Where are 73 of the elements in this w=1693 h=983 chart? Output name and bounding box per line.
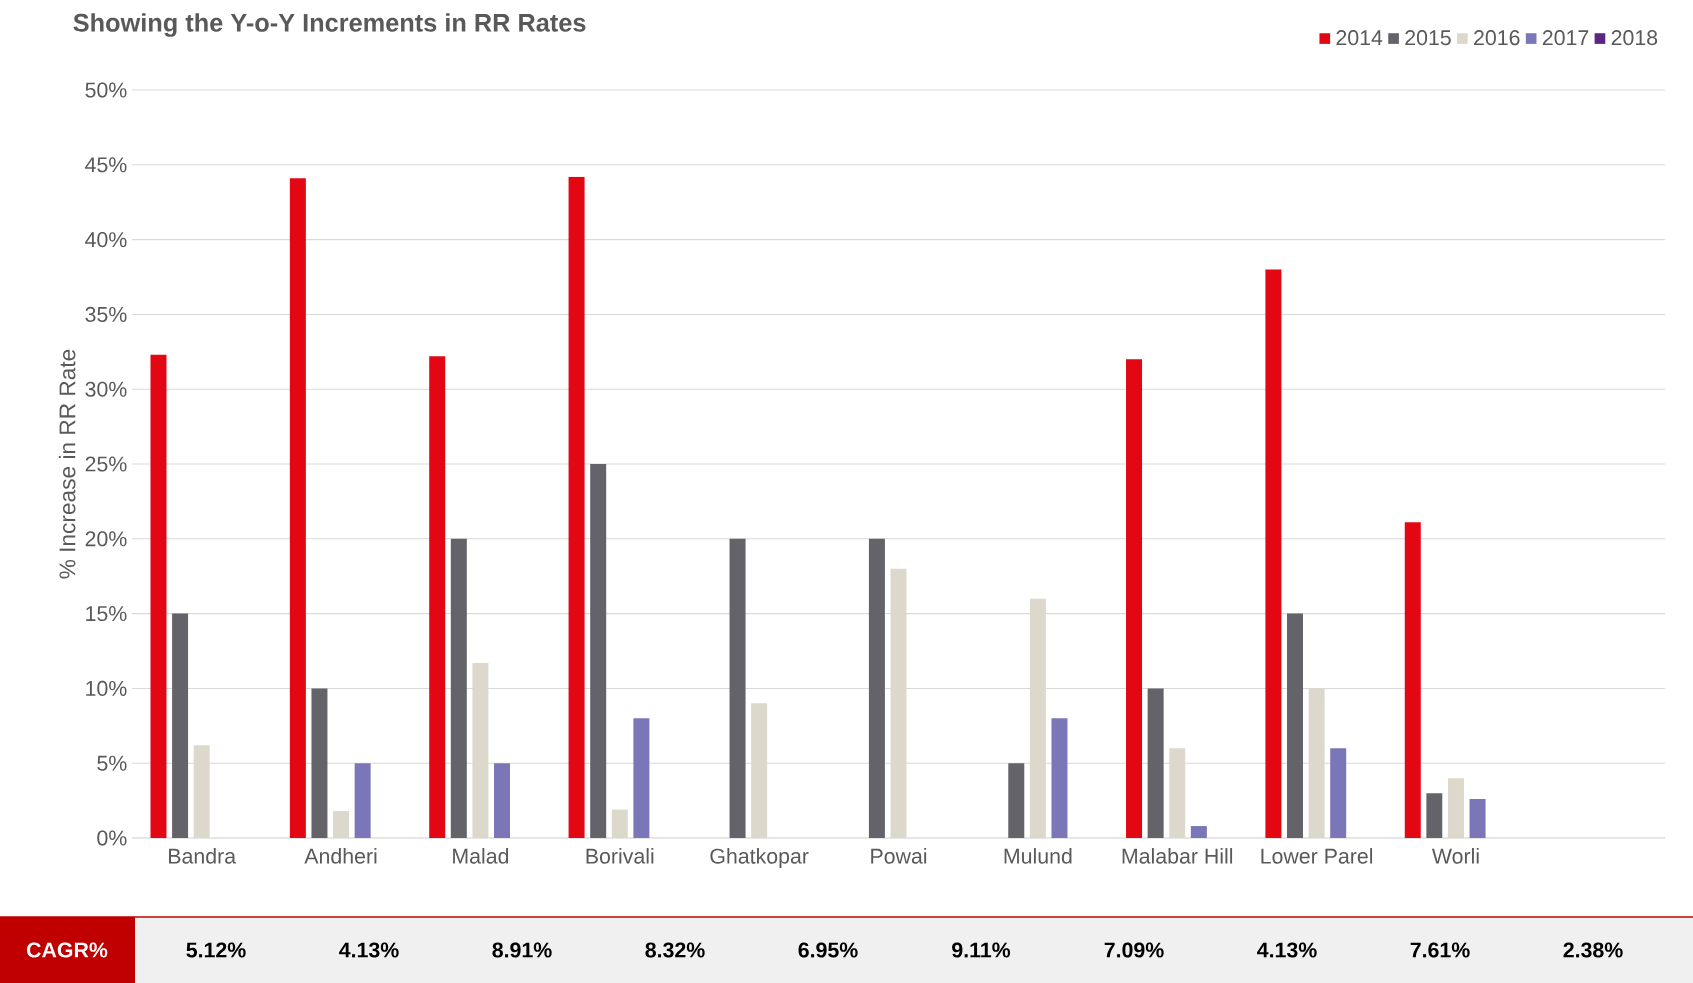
bar bbox=[1426, 793, 1443, 839]
bar bbox=[611, 809, 628, 839]
bar bbox=[1330, 748, 1347, 839]
bar bbox=[1447, 778, 1464, 839]
y-tick-label: 35% bbox=[85, 306, 127, 322]
text: 7.61% bbox=[1410, 942, 1470, 958]
bar bbox=[429, 356, 446, 839]
text: 2.38% bbox=[1563, 942, 1623, 958]
bar bbox=[1126, 359, 1143, 839]
x-tick-label: Borivali bbox=[586, 848, 654, 864]
bar bbox=[311, 688, 328, 839]
bar bbox=[890, 568, 907, 839]
bar bbox=[494, 763, 511, 839]
y-tick-label: 20% bbox=[85, 531, 127, 547]
bar bbox=[333, 811, 350, 839]
y-tick-label: 10% bbox=[86, 680, 127, 696]
bar bbox=[751, 703, 768, 839]
bar bbox=[633, 718, 650, 839]
x-tick-label: Lower Parel bbox=[1261, 848, 1373, 864]
bar bbox=[354, 763, 371, 839]
y-tick-label: 15% bbox=[86, 606, 127, 622]
bar bbox=[1287, 613, 1303, 839]
bar bbox=[1308, 688, 1325, 839]
y-tick-label: 50% bbox=[85, 82, 127, 98]
bar bbox=[450, 538, 467, 839]
x-tick-label: Mulund bbox=[1004, 848, 1072, 864]
y-tick-label: 5% bbox=[97, 755, 127, 771]
x-tick-label: Worli bbox=[1431, 848, 1479, 864]
legend-label: 2016 bbox=[1474, 30, 1520, 46]
bar bbox=[590, 464, 607, 839]
chart-title: Showing the Y-o-Y Increments in RR Rates bbox=[73, 13, 586, 37]
x-tick-label: Bandra bbox=[169, 848, 237, 864]
bar bbox=[1169, 748, 1186, 839]
x-tick-label: Ghatkopar bbox=[710, 848, 809, 868]
legend-label: 2014 bbox=[1336, 30, 1383, 46]
legend-label: 2015 bbox=[1405, 30, 1451, 46]
y-tick-label: 40% bbox=[85, 232, 127, 248]
text: 8.91% bbox=[492, 942, 552, 958]
y-tick-label: 0% bbox=[97, 830, 127, 846]
bar bbox=[1469, 799, 1486, 839]
x-tick-label: Malad bbox=[453, 848, 509, 864]
bar bbox=[289, 178, 306, 839]
bar bbox=[472, 662, 489, 839]
text: CAGR% bbox=[26, 942, 108, 958]
y-tick-label: 25% bbox=[85, 456, 127, 472]
text: 9.11% bbox=[952, 942, 1011, 958]
y-axis-title: % Increase in RR Rate bbox=[58, 349, 76, 579]
bar bbox=[1051, 718, 1068, 839]
x-tick-label: Powai bbox=[871, 848, 927, 864]
bar bbox=[868, 538, 885, 839]
text: 6.95% bbox=[798, 942, 858, 958]
bar bbox=[150, 354, 167, 839]
bar bbox=[729, 538, 746, 839]
bar bbox=[1029, 598, 1046, 839]
text: 8.32% bbox=[645, 942, 705, 958]
bar bbox=[1147, 688, 1164, 839]
bar bbox=[1265, 269, 1282, 839]
text: 7.09% bbox=[1104, 942, 1164, 958]
legend-label: 2017 bbox=[1542, 30, 1589, 46]
bar bbox=[1190, 826, 1207, 839]
text: 4.13% bbox=[1257, 942, 1317, 958]
legend-label: 2018 bbox=[1611, 30, 1658, 46]
bar bbox=[1404, 522, 1421, 839]
bar bbox=[172, 613, 189, 839]
bar bbox=[1008, 763, 1025, 839]
text: 5.12% bbox=[186, 942, 246, 958]
x-tick-label: Malabar Hill bbox=[1122, 848, 1233, 864]
bar bbox=[568, 176, 585, 839]
y-tick-label: 30% bbox=[85, 381, 127, 397]
x-tick-label: Andheri bbox=[304, 848, 377, 864]
text: 4.13% bbox=[339, 942, 399, 958]
bar bbox=[193, 745, 210, 839]
y-tick-label: 45% bbox=[85, 157, 127, 173]
